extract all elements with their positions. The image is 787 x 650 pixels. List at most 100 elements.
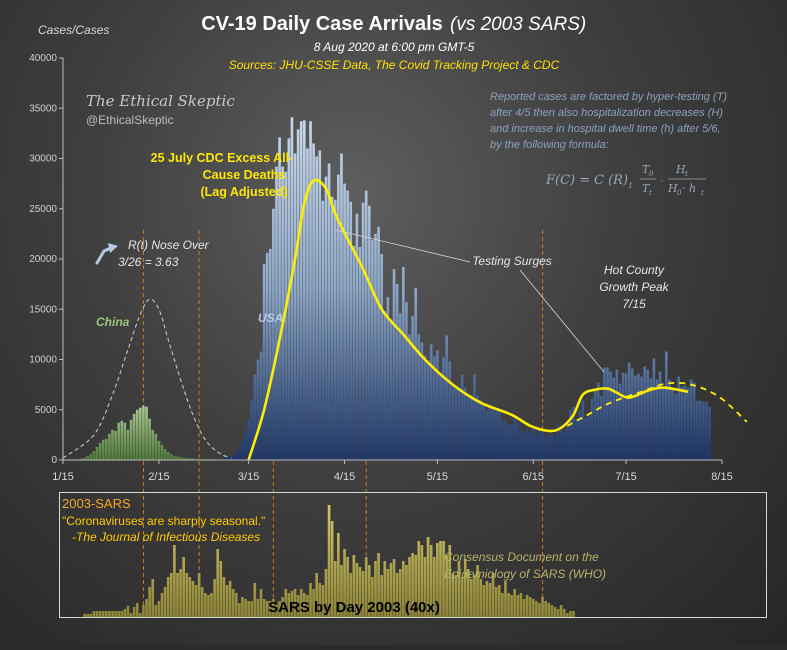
usa-bar	[238, 448, 241, 460]
usa-bar	[297, 129, 300, 460]
china-bar	[164, 449, 167, 460]
usa-bar	[427, 364, 430, 460]
usa-bar	[615, 370, 618, 460]
formula-note-line: and increase in hospital dwell time (h) …	[490, 123, 721, 135]
usa-bar	[461, 375, 464, 460]
usa-bar	[325, 177, 328, 460]
usa-bar	[625, 374, 628, 460]
china-label: China	[96, 315, 130, 329]
usa-bar	[322, 201, 325, 460]
sars-bar	[219, 561, 222, 617]
usa-bar	[526, 429, 529, 460]
sars-bar	[479, 579, 482, 617]
usa-bar	[591, 399, 594, 460]
sars-bar	[105, 611, 108, 617]
sars-bar	[142, 605, 145, 617]
usa-bar	[479, 400, 482, 460]
usa-bar	[520, 431, 523, 460]
usa-bar	[368, 206, 371, 460]
sars-bar	[544, 601, 547, 617]
usa-bar	[547, 435, 550, 460]
formula-note-line: Reported cases are factored by hyper-tes…	[490, 91, 727, 103]
cdc-excess-line: (Lag Adjusted)	[200, 185, 287, 199]
sars-bar	[263, 599, 266, 617]
sars-bar	[182, 557, 185, 617]
sars-bar	[185, 573, 188, 617]
sars-bar	[127, 606, 130, 617]
usa-bar	[448, 362, 451, 460]
sars-bar	[516, 595, 519, 617]
usa-bar	[371, 240, 374, 460]
y-tick-label: 10000	[29, 355, 57, 366]
hot-county-line: Growth Peak	[599, 280, 669, 294]
sars-bar	[461, 577, 464, 617]
usa-bar	[482, 405, 485, 460]
usa-bar	[708, 407, 711, 460]
usa-bar	[622, 373, 625, 460]
usa-bar	[640, 377, 643, 460]
usa-bar	[588, 415, 591, 460]
sars-bar	[510, 595, 513, 617]
usa-bar	[504, 421, 507, 460]
x-tick-label: 3/15	[238, 471, 259, 483]
usa-bar	[551, 434, 554, 460]
sars-bar	[260, 589, 263, 617]
x-tick-label: 2/15	[148, 471, 169, 483]
usa-bar	[575, 419, 578, 460]
watermark-handle: @EthicalSkeptic	[86, 113, 174, 127]
sars-bar	[547, 603, 550, 617]
usa-bar	[687, 388, 690, 460]
sars-bar	[108, 611, 111, 617]
formula-frac2-num-sub: t	[685, 170, 688, 178]
china-bar	[124, 423, 127, 460]
usa-bar	[696, 401, 699, 460]
sars-bar	[501, 593, 504, 617]
sars-bar	[213, 579, 216, 617]
usa-bar	[436, 350, 439, 460]
china-bar	[151, 430, 154, 460]
sars-bar	[176, 573, 179, 617]
sars-bar	[226, 585, 229, 617]
usa-bar	[359, 247, 362, 460]
y-tick-label: 5000	[35, 405, 58, 416]
sars-bar	[538, 603, 541, 617]
sars-panel-label: 2003-SARS	[62, 496, 131, 511]
usa-bar	[501, 422, 504, 460]
cdc-excess-line: Cause Deaths	[203, 168, 286, 182]
usa-bar	[377, 227, 380, 460]
sars-bar	[93, 611, 96, 617]
usa-bar	[393, 269, 396, 460]
sars-bar	[247, 601, 250, 617]
sars-bar	[179, 569, 182, 617]
chart-title-suffix: (vs 2003 SARS)	[450, 14, 586, 35]
usa-bar	[328, 164, 331, 460]
sars-bar	[504, 581, 507, 617]
china-bar	[127, 430, 130, 460]
usa-bar	[241, 440, 244, 460]
sars-bar	[136, 603, 139, 617]
usa-bar	[294, 153, 297, 460]
usa-bar	[538, 428, 541, 460]
sars-bar	[541, 597, 544, 617]
sars-bar	[161, 593, 164, 617]
china-bar	[176, 456, 179, 460]
cdc-excess-line: 25 July CDC Excess All-	[151, 151, 294, 165]
rt-nose-line: 3/26 = 3.63	[118, 255, 179, 269]
sars-bar	[523, 599, 526, 617]
china-bar	[142, 406, 145, 460]
sars-bar	[520, 593, 523, 617]
cdc-excess-annotation: 25 July CDC Excess All- Cause Deaths (La…	[151, 151, 294, 199]
usa-bar	[291, 117, 294, 460]
formula-note: Reported cases are factored by hyper-tes…	[490, 91, 727, 151]
usa-bar	[594, 391, 597, 460]
usa-bar	[430, 344, 433, 460]
usa-bar	[585, 418, 588, 460]
usa-bar	[318, 150, 321, 460]
usa-bar	[560, 430, 563, 460]
usa-bar	[229, 456, 232, 460]
china-bar	[120, 421, 123, 460]
y-tick-label: 20000	[29, 254, 57, 265]
sars-bar	[257, 599, 260, 617]
